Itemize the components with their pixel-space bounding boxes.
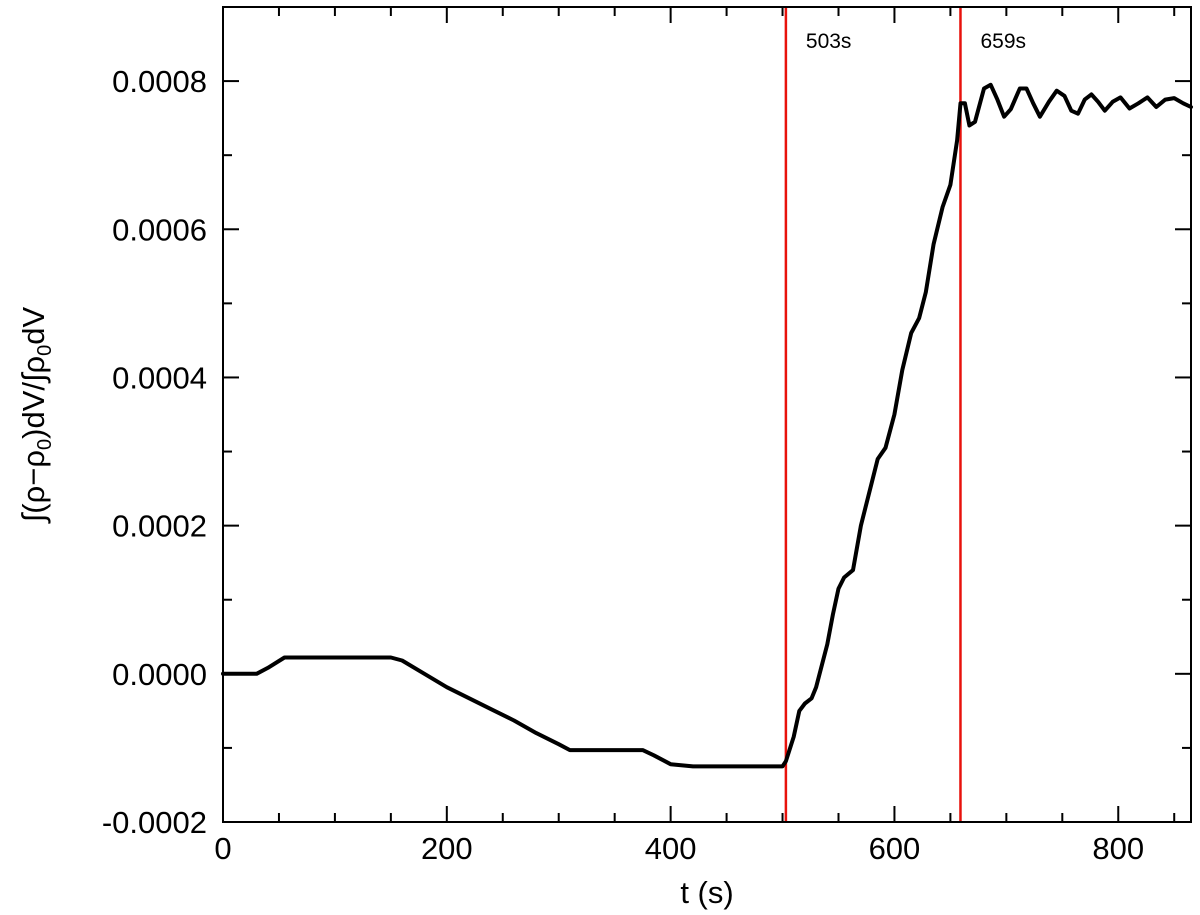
y-tick-label: 0.0008 bbox=[112, 64, 207, 99]
minor-tick-marks bbox=[223, 6, 1191, 822]
series-line bbox=[221, 82, 1193, 769]
y-tick-label: 0.0004 bbox=[112, 360, 207, 395]
x-tick-label: 0 bbox=[214, 831, 231, 866]
y-axis-title: ∫(ρ−ρ0)dV/∫ρ0dV bbox=[16, 306, 56, 524]
vertical-marker-lines: 503s 659s bbox=[784, 7, 1026, 822]
x-tick-label: 400 bbox=[645, 831, 697, 866]
x-tick-label: 800 bbox=[1092, 831, 1144, 866]
y-tick-label: -0.0002 bbox=[102, 805, 207, 840]
y-tick-label: 0.0006 bbox=[112, 212, 207, 247]
x-tick-label: 600 bbox=[869, 831, 921, 866]
y-tick-label: 0.0002 bbox=[112, 509, 207, 544]
y-axis-tick-labels: -0.0002 0.0000 0.0002 0.0004 0.0006 0.0008 bbox=[102, 64, 207, 840]
x-axis-tick-labels: 0 200 400 600 800 bbox=[214, 831, 1144, 866]
y-tick-label: 0.0000 bbox=[112, 657, 207, 692]
x-axis-title: t (s) bbox=[680, 875, 733, 910]
plot-frame bbox=[222, 6, 1192, 823]
major-tick-marks bbox=[222, 7, 1191, 823]
x-tick-label: 200 bbox=[421, 831, 473, 866]
vertical-marker-label: 503s bbox=[806, 30, 852, 53]
vertical-marker-label: 659s bbox=[980, 30, 1026, 53]
